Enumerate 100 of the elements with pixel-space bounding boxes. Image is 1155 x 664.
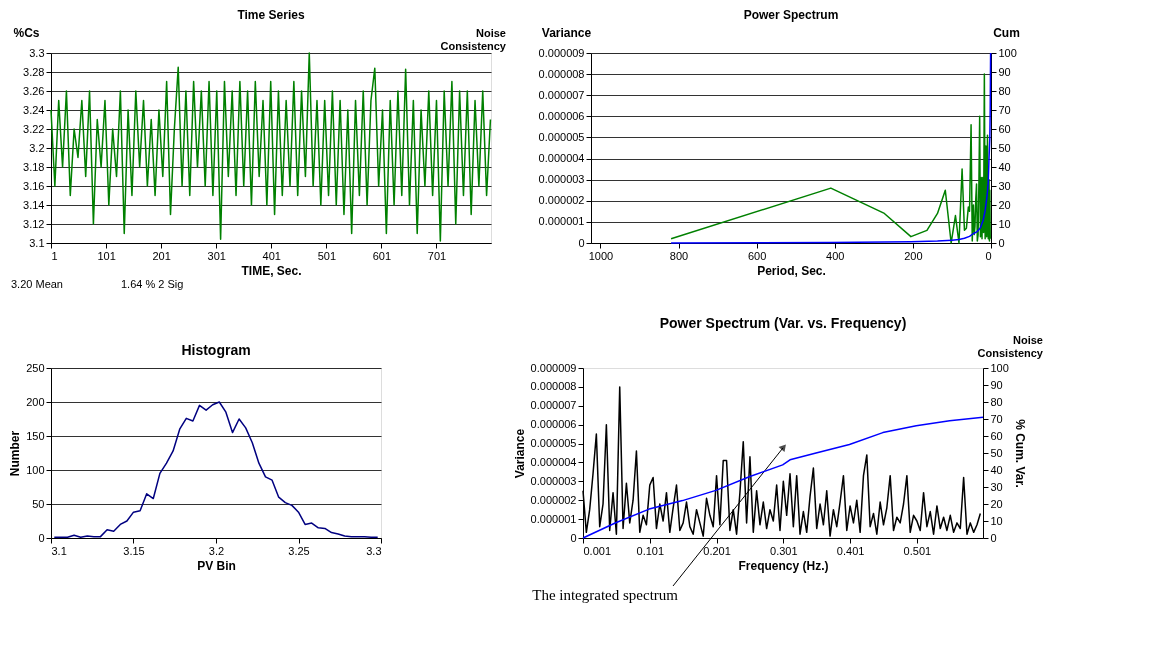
y-axis-title: %Cs [13,25,40,40]
y2-tick-label: 30 [998,179,1011,192]
y2-tick-label: 40 [990,463,1003,476]
y2-tick-label: 100 [990,361,1009,374]
chart-title: Histogram [181,342,251,358]
y2-tick-label: 90 [990,378,1003,391]
x-axis-title: TIME, Sec. [241,263,302,278]
y-tick-label: 0.000004 [538,152,585,165]
x-tick-label: 1 [51,249,58,262]
y-tick-label: 3.12 [23,217,45,230]
y2-tick-label: 50 [998,141,1011,154]
y-tick-label: 50 [32,497,45,510]
y2-axis-title: % Cum. Var. [1012,419,1027,488]
y-axis-title: Number [8,430,23,477]
x-tick-label: 0.301 [770,544,798,557]
x-tick-label: 501 [317,249,337,262]
x-axis-title: Period, Sec. [757,263,826,278]
y-tick-label: 150 [26,429,45,442]
x-tick-label: 800 [669,249,689,262]
y-tick-label: 3.18 [23,160,45,173]
y-tick-label: 3.16 [23,179,45,192]
x-tick-label: 3.2 [208,544,225,557]
x-tick-label: 0 [985,249,992,262]
y2-tick-label: 10 [998,217,1011,230]
y2-tick-label: 10 [990,514,1003,527]
y-tick-label: 3.3 [29,46,45,59]
y-tick-label: 0.000005 [538,130,585,143]
y-tick-label: 0.000003 [530,474,577,487]
y2-tick-label: 30 [990,480,1003,493]
y2-tick-label: 70 [990,412,1003,425]
text: The integrated spectrum [532,587,679,603]
y-tick-label: 0 [578,236,585,249]
x-tick-label: 701 [427,249,447,262]
x-tick-label: 600 [747,249,767,262]
text: 1.64 % 2 Sig [121,278,184,290]
y-axis-title: Variance [541,25,592,40]
y2-tick-label: 90 [998,65,1011,78]
y-tick-label: 250 [26,361,45,374]
y-tick-label: 0.000007 [538,88,585,101]
y-tick-label: 3.24 [23,103,45,116]
y-tick-label: 0 [38,531,45,544]
y-tick-label: 0.000006 [530,418,577,431]
chart-title: Power Spectrum [743,8,839,22]
x-tick-label: 0.101 [636,544,665,557]
y-tick-label: 3.2 [29,141,45,154]
chart-title: Time Series [237,8,305,22]
text: 3.20 Mean [11,278,63,290]
y-tick-label: 3.22 [23,122,45,135]
y-tick-label: 0.000001 [538,215,585,228]
x-tick-label: 101 [97,249,116,262]
y-tick-label: 3.28 [23,65,45,78]
y2-axis-title: Cum [993,25,1020,40]
x-tick-label: 201 [152,249,171,262]
x-tick-label: 200 [904,249,923,262]
y2-tick-label: 20 [998,198,1011,211]
y2-tick-label: 100 [998,46,1017,59]
x-tick-label: 3.25 [288,544,310,557]
chart-title: Power Spectrum (Var. vs. Frequency) [659,315,907,331]
y2-tick-label: 0 [990,531,997,544]
y2-tick-label: 50 [990,446,1003,459]
x-axis-title: PV Bin [197,558,236,573]
y-tick-label: 0.000009 [530,361,577,374]
y-tick-label: 200 [26,395,45,408]
y-tick-label: 0.000005 [530,437,577,450]
x-tick-label: 3.3 [366,544,382,557]
y-axis-title: Variance [512,428,527,479]
x-axis-title: Frequency (Hz.) [738,558,829,573]
x-tick-label: 301 [207,249,226,262]
x-tick-label: 0.401 [836,544,865,557]
y-tick-label: 0.000002 [538,194,585,207]
y-tick-label: 3.1 [29,236,45,249]
y2-tick-label: 70 [998,103,1011,116]
y-tick-label: 0.000002 [530,493,577,506]
y-tick-label: 0.000008 [530,380,577,393]
text: Noise Consistency [440,27,507,52]
y-tick-label: 0.000007 [530,399,577,412]
y-tick-label: 3.14 [23,198,45,211]
y2-tick-label: 0 [998,236,1005,249]
y-tick-label: 0.000006 [538,109,585,122]
y-tick-label: 0.000004 [530,455,577,468]
y2-tick-label: 20 [990,497,1003,510]
x-tick-label: 0.201 [703,544,731,557]
y2-tick-label: 80 [990,395,1003,408]
x-tick-label: 601 [372,249,392,262]
x-tick-label: 401 [262,249,281,262]
x-tick-label: 0.501 [903,544,932,557]
x-tick-label: 3.1 [51,544,67,557]
y2-tick-label: 60 [998,122,1011,135]
y-tick-label: 3.26 [23,84,45,97]
x-tick-label: 400 [826,249,845,262]
y-tick-label: 0 [570,531,577,544]
x-tick-label: 1000 [588,249,614,262]
text: Noise Consistency [977,334,1044,359]
y-tick-label: 0.000003 [538,173,585,186]
x-tick-label: 3.15 [123,544,145,557]
x-tick-label: 0.001 [583,544,612,557]
y2-tick-label: 60 [990,429,1003,442]
y-tick-label: 0.000009 [538,46,585,59]
y2-tick-label: 80 [998,84,1011,97]
y-tick-label: 100 [26,463,45,476]
